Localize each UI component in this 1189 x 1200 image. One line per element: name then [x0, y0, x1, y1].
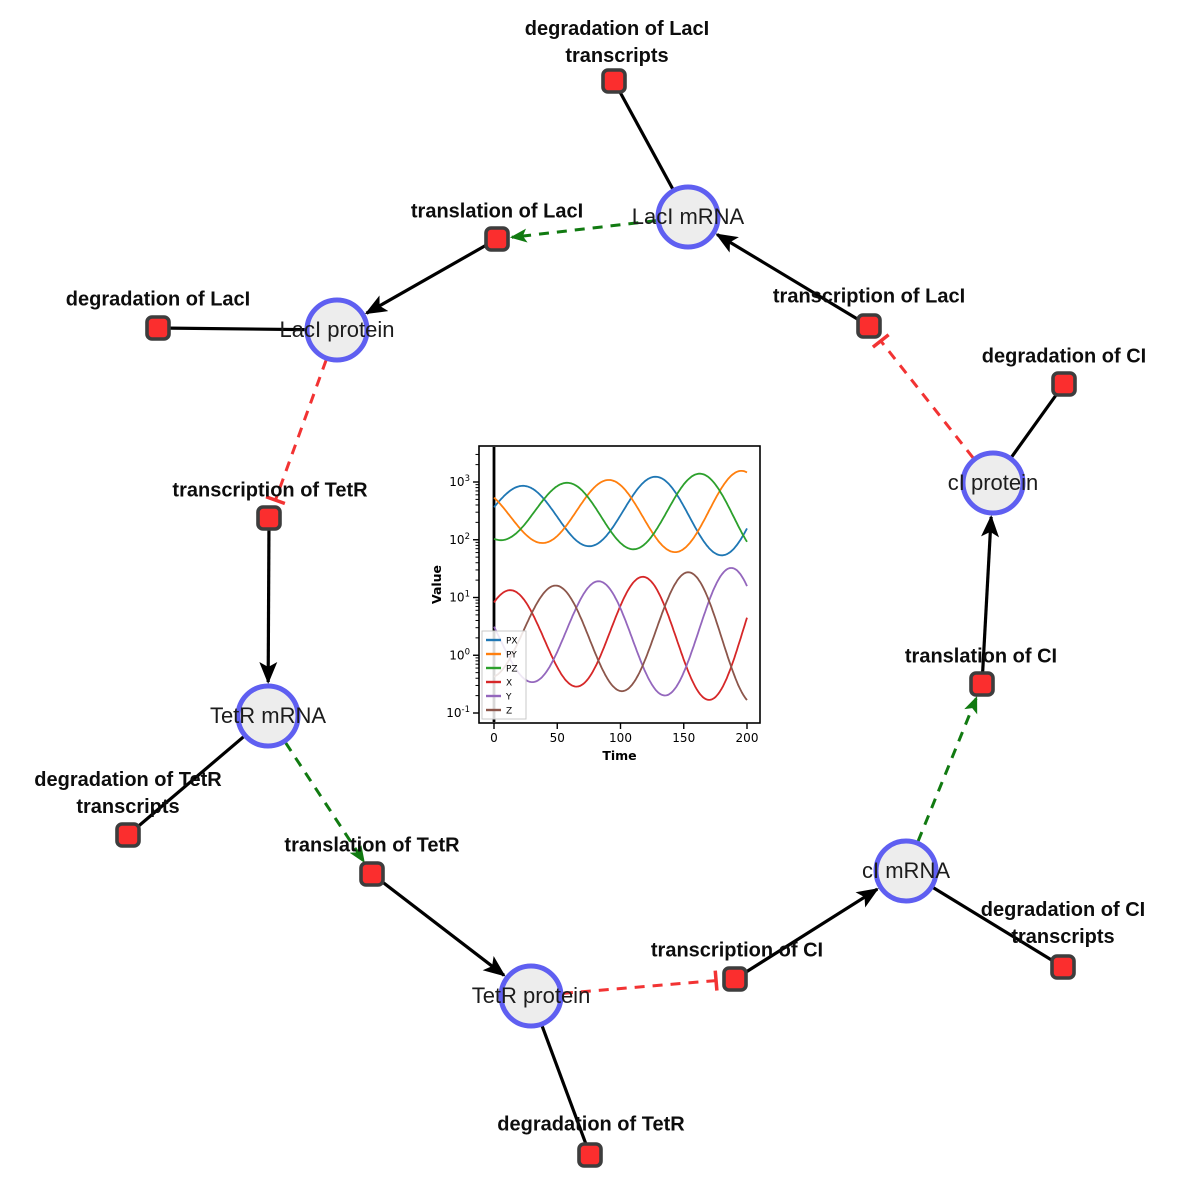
edge-inhibitor-laci_prot-to-r_transcr_tetr: [265, 359, 328, 506]
series-line-PX: [493, 475, 748, 557]
edge-product-r_transcr_laci-to-laci_mrna: [715, 233, 870, 328]
reaction-node-r_deg_laci[interactable]: [145, 315, 171, 341]
species-label-laci-protein: LacI protein: [279, 317, 395, 342]
reaction-node-r_deg_laci_tx[interactable]: [601, 68, 627, 94]
reaction-node-r_transcr_ci[interactable]: [722, 966, 748, 992]
x-axis-label: Time: [602, 748, 636, 763]
series-line-Y: [493, 567, 748, 697]
y-tick-label: 100: [449, 647, 470, 662]
x-tick-label: 150: [672, 731, 695, 745]
reaction-label-transcription-of-ci: transcription of CI: [650, 939, 824, 962]
series-line-Z: [493, 571, 748, 701]
edge-modifier-laci_mrna-to-r_transl_laci: [509, 219, 657, 243]
species-label-tetr-mrna: TetR mRNA: [209, 703, 327, 728]
chart-axes: 103 102 101 100 10-1 0 50 100 150 200: [446, 445, 761, 745]
y-tick-label: 101: [449, 590, 470, 605]
y-tick-label: 10-1: [446, 705, 470, 720]
edge-inhibitor-tetr_prot-to-r_transcr_ci: [562, 970, 719, 995]
species-node-tetr_mrna[interactable]: [235, 683, 301, 749]
y-axis-label: Value: [430, 565, 444, 604]
reaction-label-translation-of-laci: translation of LacI: [410, 200, 584, 223]
reaction-node-r_deg_tetr_tx[interactable]: [115, 822, 141, 848]
x-tick-label: 100: [609, 731, 632, 745]
reaction-label-translation-of-ci: translation of CI: [904, 645, 1058, 668]
reaction-label-transcription-of-tetr: transcription of TetR: [172, 479, 368, 502]
reaction-label-degradation-of-laci: degradation of LacI: [65, 288, 251, 311]
reaction-label-transcription-of-laci: transcription of LacI: [772, 285, 966, 308]
reaction-node-r_transcr_laci[interactable]: [856, 313, 882, 339]
species-node-laci_prot[interactable]: [304, 297, 370, 363]
reaction-node-r_deg_ci[interactable]: [1051, 371, 1077, 397]
reaction-node-r_deg_tetr[interactable]: [577, 1142, 603, 1168]
legend-entry-Y: Y: [505, 693, 512, 703]
reaction-label-degradation-of-tetr-transcripts: degradation of TetR transcripts: [34, 769, 222, 818]
reaction-node-r_deg_ci_tx[interactable]: [1050, 954, 1076, 980]
species-node-ci_mrna[interactable]: [873, 838, 939, 904]
species-node-laci_mrna[interactable]: [655, 184, 721, 250]
edge-product-r_transcr_ci-to-ci_mrna: [734, 887, 879, 981]
timeseries-inset-plot: 103 102 101 100 10-1 0 50 100 150 200 Time Value PX P…: [429, 434, 772, 782]
reaction-label-degradation-of-tetr: degradation of TetR: [497, 1113, 685, 1136]
reaction-node-r_transl_ci[interactable]: [969, 671, 995, 697]
species-label-ci-mrna: cI mRNA: [862, 858, 950, 883]
reaction-label-degradation-of-ci-transcripts: degradation of CI transcripts: [980, 899, 1146, 948]
legend-entry-Z: Z: [506, 707, 512, 717]
series-line-PY: [493, 470, 748, 553]
reaction-label-degradation-of-ci: degradation of CI: [981, 345, 1147, 368]
legend-entry-PX: PX: [506, 637, 518, 647]
reaction-label-degradation-of-laci-transcripts: degradation of LacI transcripts: [524, 18, 710, 67]
reaction-node-r_transl_tetr[interactable]: [359, 861, 385, 887]
legend-entry-PY: PY: [506, 651, 517, 661]
edge-product-r_transl_ci-to-ci_prot: [980, 514, 1000, 685]
chart-legend: PX PY PZ XYZ: [481, 630, 527, 720]
edge-product-r_transcr_tetr-to-tetr_mrna: [259, 517, 278, 685]
reaction-label-translation-of-tetr: translation of TetR: [284, 834, 460, 857]
series-line-X: [493, 575, 748, 701]
edge-product-r_transl_laci-to-laci_prot: [364, 237, 498, 315]
species-label-ci-protein: cI protein: [947, 470, 1039, 495]
reaction-node-r_transcr_tetr[interactable]: [256, 505, 282, 531]
x-tick-label: 200: [736, 731, 759, 745]
series-line-PZ: [493, 472, 748, 551]
species-node-tetr_prot[interactable]: [498, 963, 564, 1029]
edge-inhibitor-ci_prot-to-r_transcr_laci: [871, 333, 975, 459]
reaction-node-r_transl_laci[interactable]: [484, 226, 510, 252]
edge-product-r_transl_tetr-to-tetr_prot: [371, 872, 506, 977]
y-tick-label: 102: [449, 532, 470, 547]
legend-entry-X: X: [506, 679, 512, 689]
species-label-tetr-protein: TetR protein: [471, 983, 591, 1008]
edge-modifier-tetr_mrna-to-r_transl_tetr: [284, 741, 366, 864]
x-tick-label: 50: [550, 731, 565, 745]
species-label-laci-mrna: LacI mRNA: [631, 204, 745, 229]
edge-modifier-ci_mrna-to-r_transl_ci: [916, 696, 978, 842]
species-node-ci_prot[interactable]: [960, 450, 1026, 516]
x-tick-label: 0: [490, 731, 498, 745]
y-tick-label: 103: [449, 474, 470, 489]
legend-entry-PZ: PZ: [506, 665, 518, 675]
